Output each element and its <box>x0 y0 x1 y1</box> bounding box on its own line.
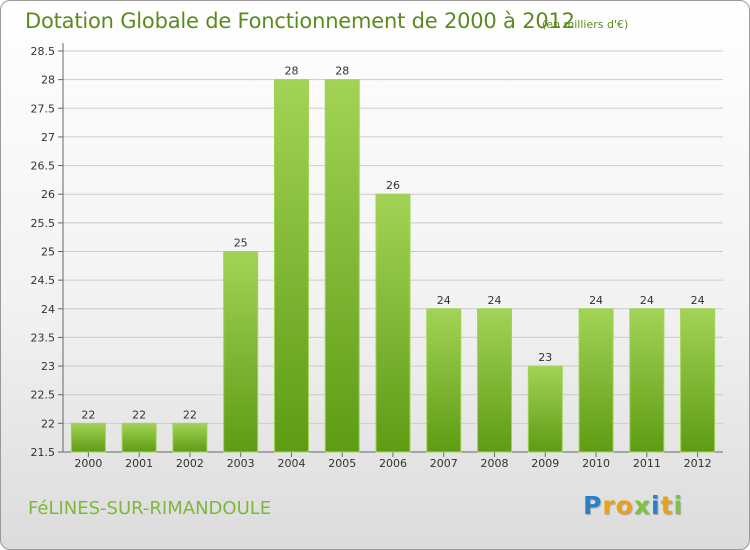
logo-letter: o <box>615 491 634 520</box>
y-tick-label: 24 <box>41 303 55 316</box>
bar-value-label: 25 <box>234 237 248 250</box>
y-tick-label: 22.5 <box>31 389 56 402</box>
x-tick-label: 2008 <box>481 457 509 470</box>
bar-value-label: 22 <box>183 408 197 421</box>
bars <box>70 79 716 453</box>
y-tick-label: 28 <box>41 74 55 87</box>
bar-value-label: 23 <box>538 351 552 364</box>
bar-value-label: 24 <box>640 294 654 307</box>
y-tick-label: 23 <box>41 360 55 373</box>
bar-value-label: 24 <box>437 294 451 307</box>
x-tick-label: 2010 <box>582 457 610 470</box>
proxiti-logo: Proxiti <box>583 491 683 520</box>
bar-value-label: 24 <box>589 294 603 307</box>
bar-value-label: 22 <box>81 408 95 421</box>
bar-2010 <box>578 308 614 453</box>
x-tick-label: 2007 <box>430 457 458 470</box>
chart-title: Dotation Globale de Fonctionnement de 20… <box>25 9 575 33</box>
y-tick-label: 22 <box>41 417 55 430</box>
y-tick-label: 21.5 <box>31 446 56 459</box>
y-tick-label: 26 <box>41 188 55 201</box>
logo-letter: i <box>673 491 684 520</box>
commune-name: FéLINES-SUR-RIMANDOULE <box>28 498 272 519</box>
bar-value-label: 28 <box>284 65 298 78</box>
y-tick-label: 24.5 <box>31 274 56 287</box>
bar-2002 <box>172 422 208 453</box>
labels: 21.5 22 22.5 23 23.5 24 24.5 25 25.5 26 26.5 27 27.5… <box>31 45 712 470</box>
logo-letter: x <box>633 491 651 520</box>
x-tick-label: 2001 <box>125 457 153 470</box>
bar-2004 <box>273 79 309 453</box>
bar-value-label: 26 <box>386 179 400 192</box>
y-tick-label: 26.5 <box>31 160 56 173</box>
logo-letter: i <box>651 491 661 520</box>
y-tick-label: 28.5 <box>31 45 56 58</box>
bar-2003 <box>223 251 259 453</box>
x-tick-label: 2012 <box>684 457 712 470</box>
bar-value-label: 22 <box>132 408 146 421</box>
logo-letter: r <box>602 491 616 520</box>
x-tick-label: 2011 <box>633 457 661 470</box>
x-tick-label: 2009 <box>531 457 559 470</box>
y-tick-label: 25.5 <box>31 217 56 230</box>
bar-value-label: 24 <box>488 294 502 307</box>
x-tick-label: 2004 <box>277 457 305 470</box>
y-tick-label: 27 <box>41 131 55 144</box>
bar-2008 <box>477 308 513 453</box>
bar-2007 <box>426 308 462 453</box>
y-tick-label: 23.5 <box>31 331 56 344</box>
y-tick-label: 25 <box>41 246 55 259</box>
bar-2000 <box>70 422 106 453</box>
logo-letter: P <box>583 491 603 520</box>
x-tick-label: 2006 <box>379 457 407 470</box>
x-tick-label: 2005 <box>328 457 356 470</box>
logo-letter: t <box>660 491 674 520</box>
x-tick-label: 2003 <box>227 457 255 470</box>
x-tick-label: 2000 <box>74 457 102 470</box>
bar-2001 <box>121 422 157 453</box>
bar-2011 <box>629 308 665 453</box>
bar-value-label: 24 <box>691 294 705 307</box>
chart-subtitle: (en milliers d'€) <box>542 18 629 31</box>
bar-2012 <box>680 308 716 453</box>
bar-2005 <box>324 79 360 453</box>
bar-2009 <box>527 365 563 453</box>
bar-2006 <box>375 193 411 453</box>
bar-value-label: 28 <box>335 65 349 78</box>
x-tick-label: 2002 <box>176 457 204 470</box>
y-tick-label: 27.5 <box>31 102 56 115</box>
